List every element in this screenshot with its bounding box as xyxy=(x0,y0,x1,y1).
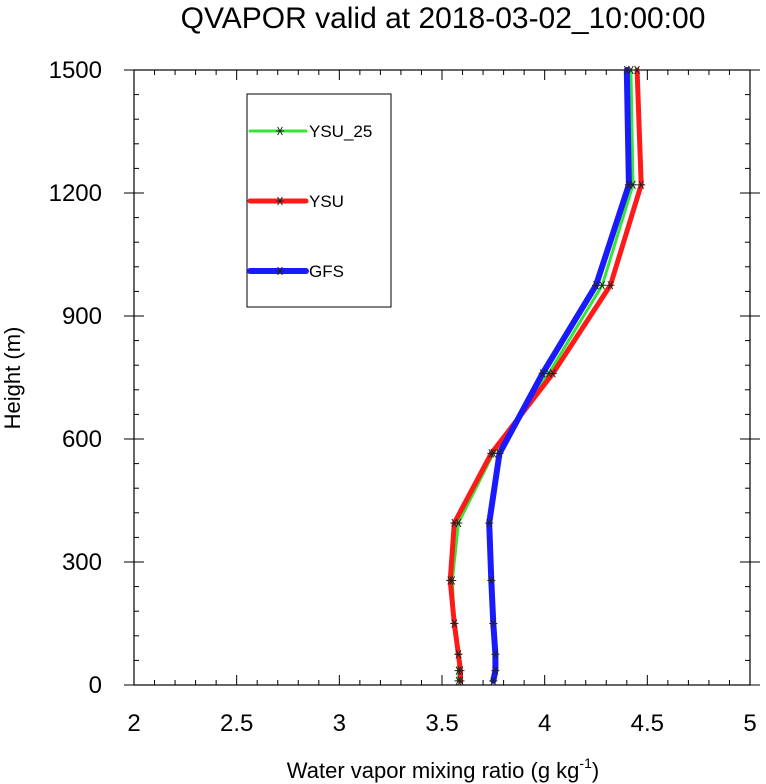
data-point-marker xyxy=(456,676,465,686)
data-point-marker xyxy=(456,666,465,675)
x-tick-label: 2 xyxy=(127,710,140,737)
data-point-marker xyxy=(489,619,498,628)
series-line-gfs xyxy=(486,67,632,684)
x-tick-label: 2.5 xyxy=(220,710,253,737)
data-point-marker xyxy=(592,280,600,290)
marker-stroke xyxy=(492,649,499,659)
marker-stroke xyxy=(277,126,283,136)
marker-stroke xyxy=(490,619,497,628)
y-tick-labels: 0 300 600 900 1200 1500 xyxy=(49,57,102,699)
data-point-marker xyxy=(622,65,631,75)
marker-stroke xyxy=(277,196,283,206)
marker-stroke xyxy=(455,649,462,659)
x-tick-label: 3 xyxy=(333,710,346,737)
y-tick-label: 900 xyxy=(62,303,102,330)
marker-stroke xyxy=(607,280,614,290)
data-point-marker xyxy=(485,518,494,528)
data-point-marker xyxy=(495,449,504,458)
marker-stroke xyxy=(550,369,556,378)
marker-stroke xyxy=(545,369,552,378)
marker-stroke xyxy=(628,65,634,75)
marker-stroke xyxy=(451,619,458,628)
data-point-marker xyxy=(276,196,284,206)
data-point-marker xyxy=(606,280,615,290)
data-point-marker xyxy=(489,676,498,686)
x-tick-label: 4.5 xyxy=(631,710,664,737)
data-point-marker xyxy=(633,65,642,75)
data-point-marker xyxy=(538,369,547,378)
y-tick-label: 1500 xyxy=(49,57,102,84)
marker-stroke xyxy=(623,65,630,75)
marker-stroke xyxy=(539,369,546,378)
marker-stroke xyxy=(496,449,503,458)
x-tick-label: 4 xyxy=(538,710,551,737)
marker-stroke xyxy=(457,666,464,675)
legend: YSU_25 YSU GFS xyxy=(246,93,392,308)
x-tick-labels: 2 2.5 3 3.5 4 4.5 5 xyxy=(127,710,756,737)
marker-stroke xyxy=(626,180,632,190)
data-point-marker xyxy=(454,649,463,659)
chart-title: QVAPOR valid at 2018-03-02_10:00:00 xyxy=(181,2,706,35)
y-axis-title: Height (m) xyxy=(0,327,25,430)
marker-stroke xyxy=(457,676,464,686)
marker-stroke xyxy=(488,449,495,458)
legend-label: YSU xyxy=(309,192,344,211)
x-tick-label: 5 xyxy=(743,710,756,737)
marker-stroke xyxy=(488,576,495,585)
data-point-marker xyxy=(450,619,459,628)
marker-stroke xyxy=(638,180,645,190)
y-tick-label: 300 xyxy=(62,549,102,576)
data-point-marker xyxy=(491,666,500,675)
marker-stroke xyxy=(492,666,499,675)
data-point-marker xyxy=(548,369,557,378)
data-point-marker xyxy=(487,576,496,585)
data-point-marker xyxy=(487,449,496,458)
plot-frame xyxy=(133,69,751,686)
marker-stroke xyxy=(451,518,458,528)
y-tick-label: 600 xyxy=(62,426,102,453)
marker-stroke xyxy=(599,280,605,290)
legend-label: YSU_25 xyxy=(309,122,372,141)
marker-stroke xyxy=(486,518,493,528)
series-layer xyxy=(446,65,646,686)
marker-stroke xyxy=(634,65,640,75)
data-point-marker xyxy=(637,180,646,190)
legend-label: GFS xyxy=(309,262,344,281)
data-point-marker xyxy=(276,126,284,136)
x-tick-label: 3.5 xyxy=(425,710,458,737)
axis-ticks xyxy=(124,69,760,686)
marker-stroke xyxy=(490,676,497,686)
x-axis-title: Water vapor mixing ratio (g kg-1) xyxy=(287,755,599,783)
y-tick-label: 1200 xyxy=(49,180,102,207)
marker-stroke xyxy=(455,518,462,528)
marker-stroke xyxy=(447,576,454,585)
data-point-marker xyxy=(276,266,284,276)
x-axis-title-superscript: -1 xyxy=(579,755,592,771)
marker-stroke xyxy=(593,280,599,290)
data-point-marker xyxy=(450,518,459,528)
marker-stroke xyxy=(277,266,283,276)
y-tick-label: 0 xyxy=(89,672,102,699)
data-point-marker xyxy=(491,649,500,659)
marker-stroke xyxy=(630,180,636,190)
data-point-marker xyxy=(446,576,455,585)
data-point-marker xyxy=(624,180,633,190)
